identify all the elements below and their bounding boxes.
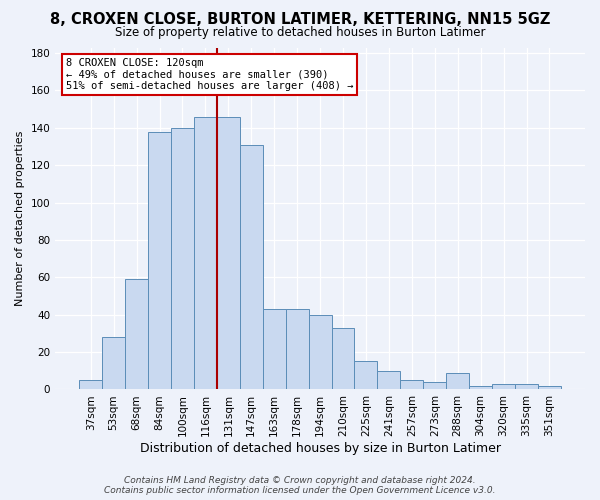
Bar <box>355 362 377 390</box>
Bar <box>263 309 286 390</box>
Bar <box>377 371 400 390</box>
Bar <box>217 116 240 390</box>
Bar <box>469 386 492 390</box>
Bar <box>240 144 263 390</box>
Bar <box>171 128 194 390</box>
Text: 8, CROXEN CLOSE, BURTON LATIMER, KETTERING, NN15 5GZ: 8, CROXEN CLOSE, BURTON LATIMER, KETTERI… <box>50 12 550 28</box>
Bar <box>102 337 125 390</box>
Y-axis label: Number of detached properties: Number of detached properties <box>15 131 25 306</box>
Bar <box>125 279 148 390</box>
Bar <box>423 382 446 390</box>
Bar <box>148 132 171 390</box>
Bar <box>194 116 217 390</box>
Text: Contains HM Land Registry data © Crown copyright and database right 2024.
Contai: Contains HM Land Registry data © Crown c… <box>104 476 496 495</box>
Bar <box>515 384 538 390</box>
Bar <box>79 380 102 390</box>
Bar <box>446 372 469 390</box>
Bar <box>492 384 515 390</box>
Bar <box>308 314 332 390</box>
Bar <box>286 309 308 390</box>
Bar <box>538 386 561 390</box>
Bar <box>400 380 423 390</box>
Text: Size of property relative to detached houses in Burton Latimer: Size of property relative to detached ho… <box>115 26 485 39</box>
Text: 8 CROXEN CLOSE: 120sqm
← 49% of detached houses are smaller (390)
51% of semi-de: 8 CROXEN CLOSE: 120sqm ← 49% of detached… <box>66 58 353 91</box>
Bar <box>332 328 355 390</box>
X-axis label: Distribution of detached houses by size in Burton Latimer: Distribution of detached houses by size … <box>140 442 500 455</box>
